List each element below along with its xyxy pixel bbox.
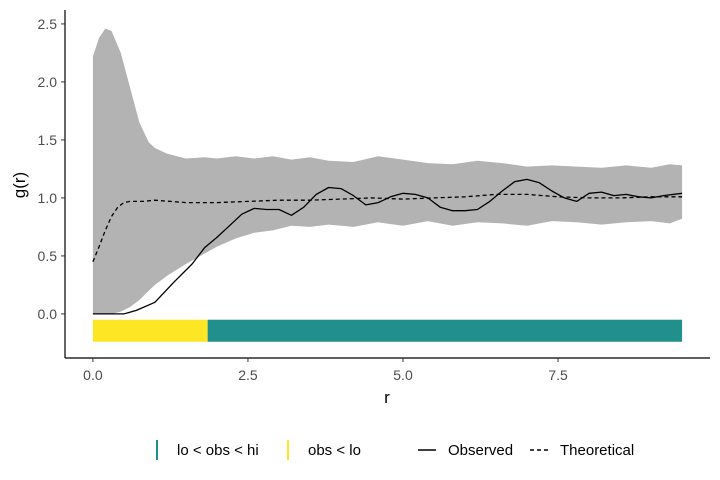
series-line-observed (92, 178, 683, 315)
status-band-segment-0 (92, 319, 208, 342)
y-tick-label: 1.5 (38, 132, 58, 148)
x-tick-label: 7.5 (548, 367, 568, 383)
legend-label-0: lo < obs < hi (177, 442, 259, 459)
axes: 0.0 0.5 1.0 1.5 2.0 2.5 0.0 2.5 5.0 7.5 (38, 10, 710, 383)
y-tick-label: 0.5 (38, 248, 58, 264)
x-tick-label: 0.0 (83, 367, 103, 383)
plot-area (92, 28, 683, 342)
y-tick-label: 1.0 (38, 190, 58, 206)
series-line-theoretical (92, 193, 683, 262)
legend-label-2: Observed (448, 442, 513, 459)
legend-label-1: obs < lo (308, 442, 361, 459)
y-tick-label: 0.0 (38, 306, 58, 322)
x-tick-label: 2.5 (238, 367, 258, 383)
envelope-ribbon (92, 28, 683, 314)
legend-label-3: Theoretical (560, 442, 634, 459)
y-axis-title: g(r) (10, 172, 29, 198)
status-band-segment-1 (207, 319, 683, 342)
y-tick-label: 2.0 (38, 74, 58, 90)
legend: lo < obs < hi obs < lo Observed Theoretical (156, 440, 634, 460)
x-tick-label: 5.0 (393, 367, 413, 383)
y-tick-label: 2.5 (38, 16, 58, 32)
x-axis-title: r (384, 388, 390, 407)
